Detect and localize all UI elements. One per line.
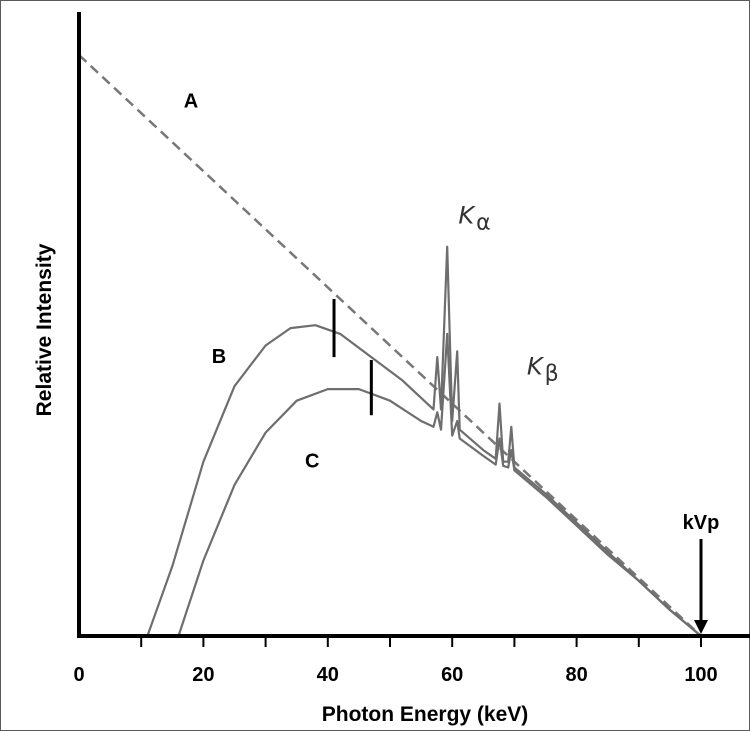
x-axis-title: Photon Energy (keV) <box>322 703 529 726</box>
annotations-group: A B C Kα Kβ kVp <box>184 90 720 634</box>
axes-group <box>77 12 750 638</box>
x-tick-label: 40 <box>317 664 339 686</box>
y-axis-title: Relative Intensity <box>33 243 56 416</box>
x-tick-label: 20 <box>192 664 214 686</box>
x-tick-label: 80 <box>565 664 587 686</box>
k-alpha-label: Kα <box>458 201 490 235</box>
k-beta-label: Kβ <box>527 353 559 387</box>
series-c-line <box>177 332 702 637</box>
curve-label-c: C <box>305 451 319 473</box>
series-b-line <box>146 245 702 637</box>
x-ticks-group: 0 20 40 60 80 100 <box>73 636 718 686</box>
kvp-arrow-head <box>694 620 708 634</box>
curve-label-a: A <box>184 90 198 112</box>
series-a-line <box>78 54 702 637</box>
x-tick-label: 0 <box>73 664 84 686</box>
x-tick-label: 60 <box>441 664 463 686</box>
x-tick-label: 100 <box>684 664 717 686</box>
curve-label-b: B <box>212 346 226 368</box>
kvp-label: kVp <box>683 512 720 534</box>
series-group <box>78 54 702 637</box>
